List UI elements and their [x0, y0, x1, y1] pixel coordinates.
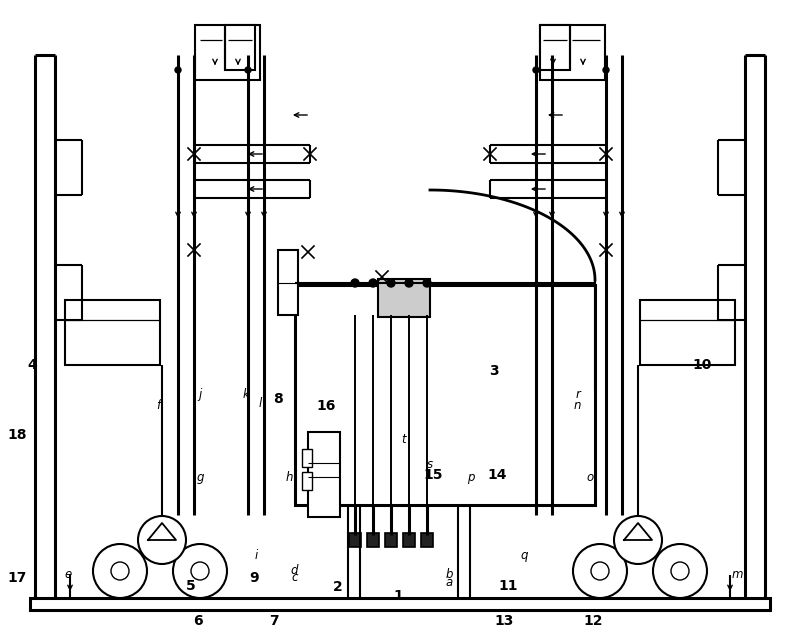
Text: 14: 14	[488, 468, 507, 482]
Circle shape	[93, 544, 147, 598]
Text: q: q	[520, 549, 528, 562]
Text: 9: 9	[250, 571, 259, 585]
Bar	[349, 533, 361, 547]
Text: 11: 11	[498, 579, 518, 593]
Text: 10: 10	[693, 358, 712, 372]
Bar	[225, 25, 255, 70]
Circle shape	[387, 279, 395, 287]
Text: c: c	[291, 572, 298, 584]
Bar	[308, 432, 340, 517]
Circle shape	[111, 562, 129, 580]
Bar	[367, 533, 379, 547]
Text: h: h	[286, 471, 294, 484]
Bar	[65, 300, 160, 365]
Text: 4: 4	[27, 358, 37, 372]
Text: 18: 18	[8, 428, 27, 442]
Circle shape	[603, 67, 609, 73]
Text: i: i	[254, 549, 258, 562]
Bar	[378, 279, 430, 317]
Text: 3: 3	[490, 364, 499, 378]
Circle shape	[138, 516, 186, 564]
Circle shape	[191, 562, 209, 580]
Bar	[421, 533, 433, 547]
Text: 1: 1	[394, 589, 403, 603]
Text: e: e	[64, 568, 72, 581]
Text: k: k	[243, 389, 250, 401]
Text: s: s	[427, 458, 434, 471]
Bar	[295, 285, 595, 505]
Text: 13: 13	[494, 614, 514, 628]
Circle shape	[614, 516, 662, 564]
Circle shape	[591, 562, 609, 580]
Text: j: j	[198, 389, 202, 401]
Text: p: p	[466, 471, 474, 484]
Bar	[403, 533, 415, 547]
Text: f: f	[156, 399, 161, 411]
Circle shape	[671, 562, 689, 580]
Circle shape	[245, 67, 251, 73]
Circle shape	[423, 279, 431, 287]
Text: a: a	[446, 577, 454, 589]
Circle shape	[533, 67, 539, 73]
Text: t: t	[402, 433, 406, 446]
Text: g: g	[196, 471, 204, 484]
Text: o: o	[586, 471, 594, 484]
Bar	[540, 25, 605, 80]
Circle shape	[573, 544, 627, 598]
Text: 2: 2	[333, 580, 342, 594]
Circle shape	[405, 279, 413, 287]
Circle shape	[175, 67, 181, 73]
Text: 12: 12	[584, 614, 603, 628]
Bar	[640, 300, 735, 365]
Text: 17: 17	[8, 571, 27, 585]
Text: 8: 8	[274, 392, 283, 406]
Circle shape	[173, 544, 227, 598]
Text: d: d	[290, 564, 298, 577]
Bar	[195, 25, 260, 80]
Text: m: m	[732, 568, 743, 581]
Bar	[385, 533, 397, 547]
Text: l: l	[258, 397, 262, 410]
Text: 15: 15	[424, 468, 443, 482]
Bar	[302, 472, 312, 490]
Bar	[30, 598, 770, 610]
Bar	[302, 449, 312, 467]
Text: 6: 6	[194, 614, 203, 628]
Bar	[540, 25, 570, 70]
Circle shape	[351, 279, 359, 287]
Text: 5: 5	[186, 579, 195, 593]
Text: 7: 7	[270, 614, 279, 628]
Circle shape	[653, 544, 707, 598]
Circle shape	[369, 279, 377, 287]
Text: n: n	[574, 399, 582, 411]
Bar	[278, 250, 298, 315]
Text: b: b	[446, 568, 454, 580]
Text: 16: 16	[317, 399, 336, 413]
Text: r: r	[575, 389, 580, 401]
